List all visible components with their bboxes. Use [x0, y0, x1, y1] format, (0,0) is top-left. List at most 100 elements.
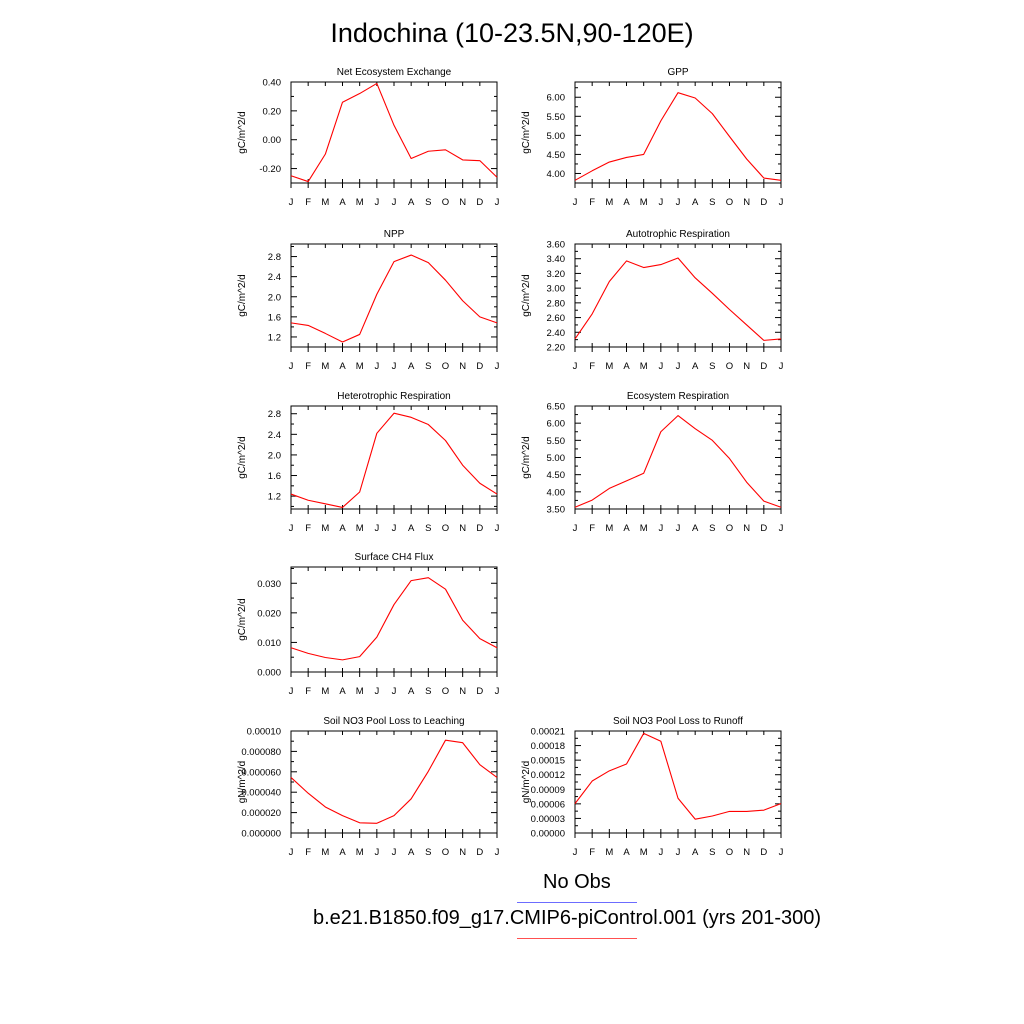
y-axis-label: gN/m^2/d: [521, 761, 532, 804]
x-tick-label: A: [408, 523, 415, 534]
x-tick-label: N: [743, 361, 750, 372]
x-tick-label: F: [589, 361, 595, 372]
y-tick-label: 2.80: [547, 298, 566, 309]
x-tick-label: N: [743, 197, 750, 208]
y-axis-label: gC/m^2/d: [237, 111, 248, 154]
plot-frame: [290, 405, 498, 510]
x-tick-label: S: [709, 847, 715, 858]
y-tick-label: 6.00: [547, 93, 566, 104]
x-tick-label: O: [442, 847, 449, 858]
series-line: [574, 92, 782, 181]
y-tick-label: 2.40: [547, 328, 566, 339]
x-tick-label: M: [605, 847, 613, 858]
y-tick-label: 0.00015: [531, 756, 565, 767]
x-tick-label: A: [408, 686, 415, 697]
x-tick-label: S: [425, 523, 431, 534]
x-tick-label: A: [339, 361, 346, 372]
chart-panel: Autotrophic Respiration gC/m^2/d 3.60 3.40 3…: [521, 229, 784, 372]
x-tick-label: O: [726, 361, 733, 372]
x-tick-label: J: [374, 361, 379, 372]
x-tick-label: A: [692, 361, 699, 372]
x-tick-label: J: [289, 197, 294, 208]
x-tick-label: O: [442, 686, 449, 697]
y-tick-label: 0.00000: [531, 829, 565, 840]
x-tick-label: J: [573, 847, 578, 858]
series-line: [290, 254, 498, 343]
x-tick-label: J: [658, 361, 663, 372]
panel-title: NPP: [384, 229, 405, 240]
y-tick-label: 3.50: [547, 505, 566, 516]
y-axis-label: gC/m^2/d: [237, 598, 248, 641]
y-tick-label: 3.40: [547, 254, 566, 265]
x-tick-label: F: [305, 847, 311, 858]
chart-panel: Soil NO3 Pool Loss to RunoffgN/m^2/d0.00…: [521, 716, 784, 858]
y-tick-label: 0.00018: [531, 741, 565, 752]
y-tick-label: 0.010: [257, 638, 281, 649]
x-tick-label: J: [392, 523, 397, 534]
series-line: [574, 415, 782, 508]
x-tick-label: F: [305, 686, 311, 697]
y-tick-label: 0.00009: [531, 785, 565, 796]
y-axis-label: gC/m^2/d: [521, 111, 532, 154]
y-tick-label: 0.000: [257, 668, 281, 679]
x-tick-label: J: [573, 523, 578, 534]
x-tick-label: D: [476, 847, 483, 858]
x-tick-label: N: [459, 361, 466, 372]
x-tick-label: J: [573, 361, 578, 372]
x-tick-label: J: [676, 847, 681, 858]
y-axis-label: gC/m^2/d: [521, 436, 532, 479]
x-tick-label: M: [640, 523, 648, 534]
series-line: [574, 257, 782, 341]
x-tick-label: D: [760, 523, 767, 534]
x-tick-label: M: [605, 361, 613, 372]
panel-title: Net Ecosystem Exchange: [337, 67, 452, 78]
x-tick-label: M: [605, 197, 613, 208]
x-tick-label: O: [442, 523, 449, 534]
y-tick-label: 5.50: [547, 436, 566, 447]
chart-panel: Ecosystem Respiration gC/m^2/d 6.50 6.00 5.5…: [521, 391, 784, 534]
x-tick-label: J: [392, 847, 397, 858]
panel-title: Soil NO3 Pool Loss to Runoff: [613, 716, 743, 727]
x-tick-label: A: [692, 523, 699, 534]
y-tick-label: 1.2: [268, 332, 281, 343]
x-tick-label: D: [760, 847, 767, 858]
y-tick-label: 3.00: [547, 284, 566, 295]
x-tick-label: M: [640, 197, 648, 208]
x-tick-label: S: [425, 847, 431, 858]
x-tick-label: O: [442, 361, 449, 372]
y-tick-label: 6.00: [547, 419, 566, 430]
x-tick-label: A: [692, 847, 699, 858]
x-tick-label: O: [726, 847, 733, 858]
y-tick-label: 3.20: [547, 269, 566, 280]
x-tick-label: N: [459, 847, 466, 858]
x-tick-label: A: [339, 197, 346, 208]
y-tick-label: 2.4: [268, 272, 281, 283]
x-tick-label: J: [573, 197, 578, 208]
x-tick-label: J: [495, 523, 500, 534]
x-tick-label: J: [658, 523, 663, 534]
y-tick-label: -0.20: [259, 164, 281, 175]
x-tick-label: A: [408, 847, 415, 858]
x-tick-label: M: [321, 197, 329, 208]
x-tick-label: M: [356, 361, 364, 372]
x-tick-label: M: [321, 361, 329, 372]
x-tick-label: J: [289, 686, 294, 697]
y-tick-label: 2.4: [268, 430, 281, 441]
x-tick-label: A: [408, 197, 415, 208]
x-tick-label: J: [495, 686, 500, 697]
x-tick-label: S: [709, 523, 715, 534]
legend-label-model: b.e21.B1850.f09_g17.CMIP6-piControl.001 …: [313, 907, 822, 929]
x-tick-label: M: [605, 523, 613, 534]
x-tick-label: J: [676, 197, 681, 208]
y-tick-label: 0.20: [263, 106, 282, 117]
x-tick-label: M: [356, 847, 364, 858]
series-line: [290, 82, 498, 183]
chart-panel: Surface CH4 Flux gC/m^2/d 0.030 0.020 0.010 0…: [237, 552, 500, 697]
y-tick-label: 1.2: [268, 492, 281, 503]
x-tick-label: J: [374, 197, 379, 208]
x-tick-label: F: [305, 361, 311, 372]
x-tick-label: D: [476, 523, 483, 534]
panel-title: Autotrophic Respiration: [626, 229, 730, 240]
series-line: [574, 732, 782, 820]
